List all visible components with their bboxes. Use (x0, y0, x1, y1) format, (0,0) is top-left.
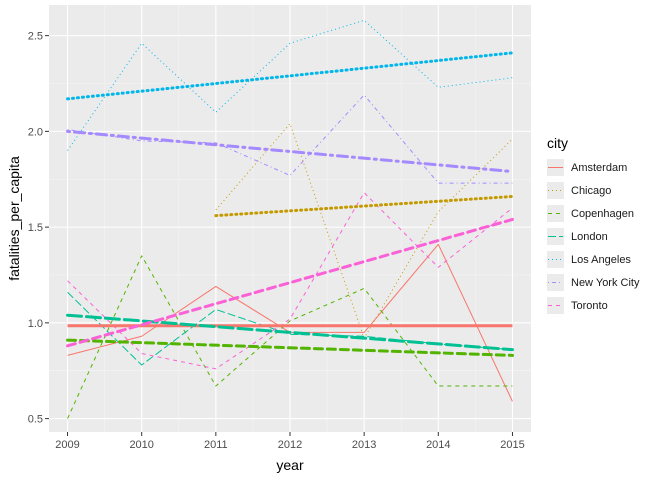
legend-item-los-angeles: Los Angeles (546, 248, 666, 271)
legend-label-london: London (571, 230, 608, 243)
x-tick-label: 2015 (500, 439, 524, 451)
legend-label-chicago: Chicago (571, 184, 612, 197)
y-tick-label: 2.5 (28, 31, 43, 43)
legend-key-london (546, 227, 565, 246)
trend-line-chicago (214, 194, 514, 218)
trend-line-copenhagen (66, 338, 514, 357)
legend-key-amsterdam (546, 158, 565, 177)
series-line-copenhagen (67, 255, 513, 419)
y-axis: 0.5 1.0 1.5 2.0 2.5 (28, 31, 49, 426)
legend-key-los-angeles (546, 250, 565, 269)
legend-item-london: London (546, 225, 666, 248)
legend-key-new-york-city (546, 273, 565, 292)
legend-entries: Amsterdam Chicago Copenhagen London Los Ange… (546, 156, 666, 317)
y-tick-label: 1.5 (28, 222, 43, 234)
legend-label-copenhagen: Copenhagen (571, 207, 635, 220)
trend-line-new-york-city (66, 129, 514, 174)
x-tick-label: 2012 (278, 439, 302, 451)
legend: city Amsterdam Chicago Copenhagen London Los… (546, 134, 666, 317)
y-tick-label: 0.5 (28, 414, 43, 426)
legend-key-chicago (546, 181, 565, 200)
x-tick-label: 2011 (204, 439, 228, 451)
y-tick-label: 2.0 (28, 126, 43, 138)
legend-label-new-york-city: New York City (571, 276, 640, 289)
x-tick-label: 2014 (426, 439, 450, 451)
x-tick-label: 2009 (55, 439, 79, 451)
trend-line-toronto (66, 217, 514, 348)
legend-title: city (547, 135, 568, 151)
legend-label-toronto: Toronto (571, 299, 608, 312)
legend-item-copenhagen: Copenhagen (546, 202, 666, 225)
trend-layer (66, 51, 514, 357)
trend-line-london (66, 313, 514, 352)
series-line-los-angeles (67, 19, 513, 151)
y-axis-title: fatalities_per_capita (6, 156, 22, 281)
x-tick-label: 2013 (352, 439, 376, 451)
x-axis-title: year (276, 457, 304, 473)
legend-item-new-york-city: New York City (546, 271, 666, 294)
y-tick-label: 1.0 (28, 318, 43, 330)
legend-item-toronto: Toronto (546, 294, 666, 317)
trend-line-los-angeles (66, 51, 514, 101)
x-axis: 2009 2010 2011 2012 2013 2014 2015 (55, 432, 525, 451)
legend-item-chicago: Chicago (546, 179, 666, 202)
legend-item-amsterdam: Amsterdam (546, 156, 666, 179)
legend-label-los-angeles: Los Angeles (571, 253, 631, 266)
series-line-toronto (67, 192, 513, 370)
legend-label-amsterdam: Amsterdam (571, 161, 628, 174)
x-tick-label: 2010 (129, 439, 153, 451)
legend-key-copenhagen (546, 204, 565, 223)
legend-key-toronto (546, 296, 565, 315)
